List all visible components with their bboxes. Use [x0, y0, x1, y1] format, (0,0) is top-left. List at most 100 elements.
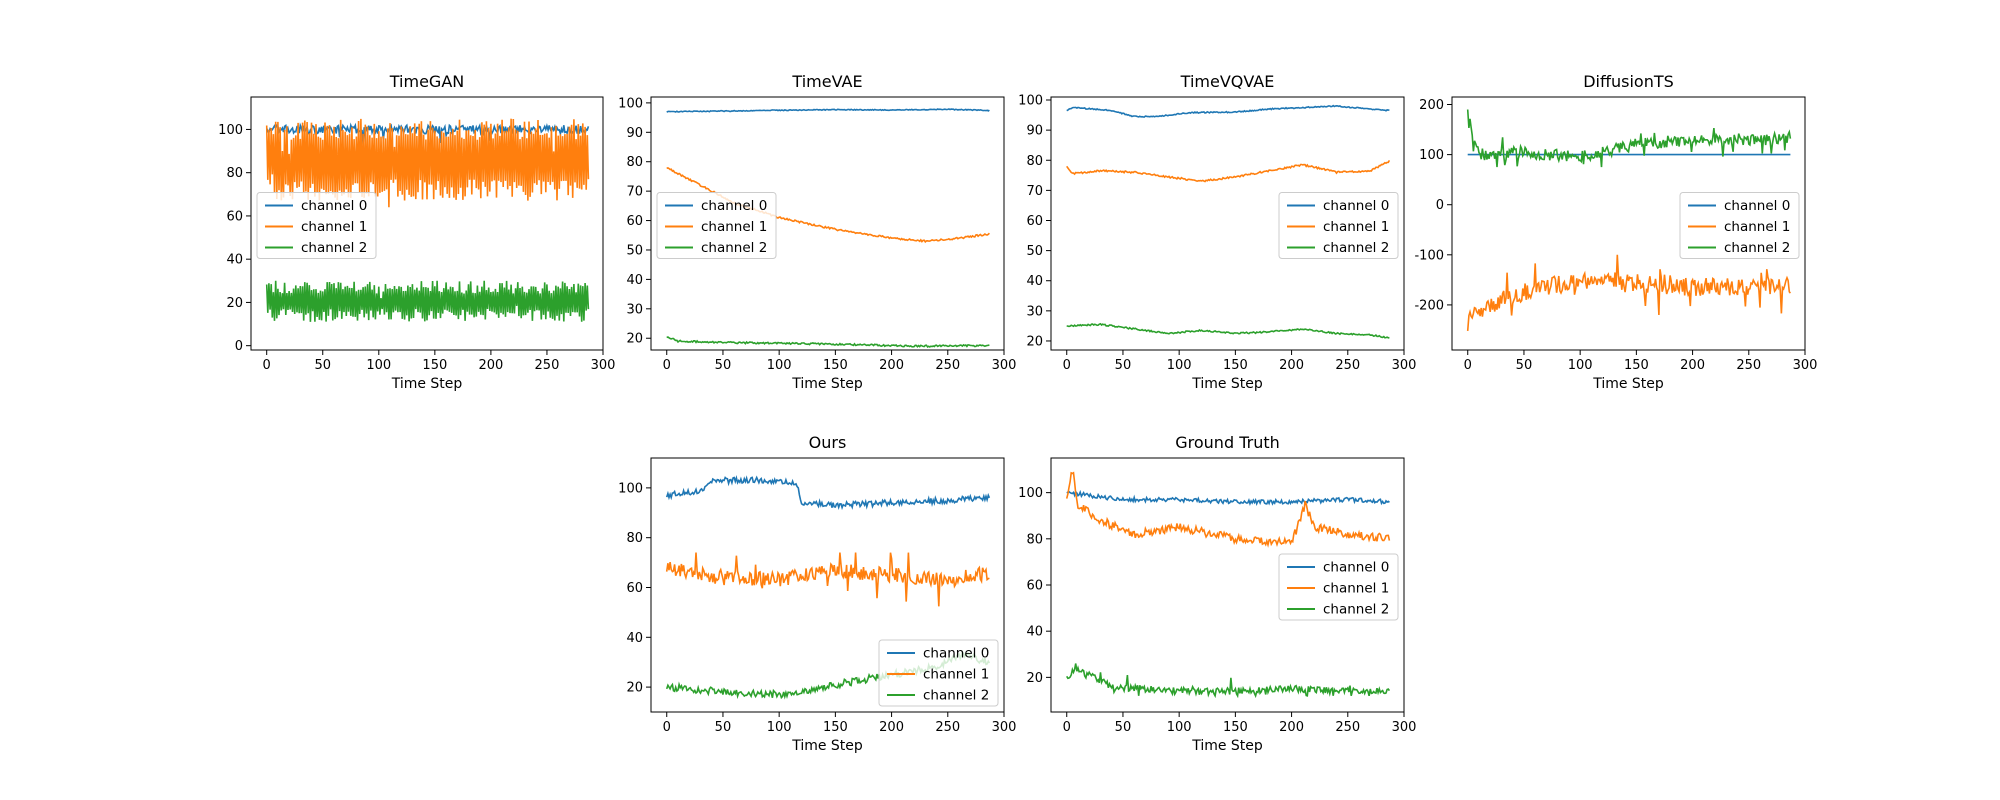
y-tick-label: 100 — [1419, 148, 1444, 163]
chart-panel-2: TimeVQVAE 0 50 100 150 200 250 300 20 30 40 50 60 70 8… — [1018, 72, 1416, 392]
x-tick-label: 300 — [591, 358, 616, 373]
chart-panel-4: Ours 0 50 100 150 200 250 300 20 40 60 80 100 Time St… — [618, 433, 1016, 754]
x-tick-label: 300 — [1392, 358, 1417, 373]
legend: channel 0 channel 1 channel 2 — [1679, 192, 1800, 259]
legend-label: channel 1 — [1323, 581, 1389, 597]
legend-label: channel 2 — [701, 240, 767, 256]
chart-title: Ours — [809, 433, 847, 452]
y-tick-label: 60 — [1026, 579, 1043, 594]
y-tick-label: 100 — [618, 481, 643, 496]
y-tick-label: 100 — [1018, 486, 1043, 501]
y-tick-label: 70 — [626, 185, 643, 200]
y-tick-label: 200 — [1419, 98, 1444, 113]
y-tick-label: 40 — [1026, 274, 1043, 289]
y-tick-label: 80 — [226, 166, 243, 181]
y-tick-label: 80 — [1026, 154, 1043, 169]
legend-label: channel 0 — [301, 198, 367, 214]
y-tick-label: 40 — [626, 631, 643, 646]
legend-box — [878, 639, 999, 707]
chart-title: TimeVAE — [791, 72, 862, 91]
y-tick-label: -100 — [1414, 248, 1444, 263]
y-tick-label: 0 — [1436, 198, 1444, 213]
x-tick-label: 200 — [1279, 358, 1304, 373]
chart-title: Ground Truth — [1175, 433, 1280, 452]
x-tick-label: 0 — [1063, 358, 1071, 373]
x-tick-label: 0 — [663, 720, 671, 735]
x-axis-label: Time Step — [791, 738, 863, 754]
x-tick-label: 100 — [1167, 358, 1192, 373]
series-line-channel-1 — [265, 118, 590, 208]
legend-box — [1679, 192, 1800, 259]
y-tick-label: 60 — [626, 581, 643, 596]
y-tick-label: 80 — [626, 531, 643, 546]
x-axis-label: Time Step — [1592, 376, 1664, 392]
y-tick-label: 60 — [226, 209, 243, 224]
legend-label: channel 1 — [301, 219, 367, 235]
x-tick-label: 100 — [1167, 720, 1192, 735]
x-tick-label: 150 — [1624, 358, 1649, 373]
chart-panel-3: DiffusionTS 0 50 100 150 200 250 300 -200 -100 0 10… — [1414, 72, 1817, 392]
x-tick-label: 300 — [992, 720, 1017, 735]
x-axis-label: Time Step — [791, 376, 863, 392]
series-line-channel-0 — [1066, 489, 1390, 507]
y-tick-label: 50 — [626, 243, 643, 258]
x-tick-label: 150 — [823, 358, 848, 373]
x-tick-label: 150 — [823, 720, 848, 735]
legend-label: channel 0 — [701, 198, 767, 214]
x-tick-label: 50 — [715, 358, 732, 373]
axes-frame — [650, 457, 1005, 713]
x-tick-label: 200 — [1680, 358, 1705, 373]
axes-frame — [1050, 96, 1405, 351]
x-tick-label: 0 — [263, 358, 271, 373]
y-tick-label: 30 — [1026, 304, 1043, 319]
y-tick-label: 60 — [1026, 214, 1043, 229]
x-tick-label: 0 — [663, 358, 671, 373]
x-tick-label: 50 — [1115, 720, 1132, 735]
x-axis-label: Time Step — [1191, 376, 1263, 392]
x-tick-label: 50 — [1516, 358, 1533, 373]
y-tick-label: 0 — [235, 339, 243, 354]
legend-label: channel 1 — [701, 219, 767, 235]
x-tick-label: 50 — [314, 358, 331, 373]
legend-label: channel 2 — [301, 240, 367, 256]
legend-label: channel 0 — [1323, 560, 1389, 576]
x-tick-label: 300 — [992, 358, 1017, 373]
legend-box — [256, 192, 377, 259]
y-tick-label: 70 — [1026, 184, 1043, 199]
x-tick-label: 250 — [1736, 358, 1761, 373]
legend-box — [656, 192, 777, 259]
axes-frame — [250, 96, 604, 351]
axes-frame — [650, 96, 1005, 351]
series-line-channel-2 — [1466, 109, 1792, 168]
legend-label: channel 2 — [1724, 240, 1790, 256]
x-tick-label: 0 — [1464, 358, 1472, 373]
series-line-channel-2 — [265, 280, 590, 322]
x-tick-label: 200 — [879, 358, 904, 373]
x-tick-label: 250 — [935, 720, 960, 735]
y-tick-label: 40 — [226, 253, 243, 268]
legend-label: channel 2 — [1323, 240, 1389, 256]
x-tick-label: 100 — [1568, 358, 1593, 373]
x-axis-label: Time Step — [391, 376, 463, 392]
series-line-channel-2 — [1066, 322, 1390, 339]
chart-title: TimeVQVAE — [1180, 72, 1275, 91]
legend: channel 0 channel 1 channel 2 — [878, 639, 999, 707]
x-tick-label: 300 — [1392, 720, 1417, 735]
series-line-channel-2 — [1066, 663, 1391, 699]
x-tick-label: 250 — [1335, 720, 1360, 735]
legend: channel 0 channel 1 channel 2 — [1278, 192, 1399, 259]
series-line-channel-2 — [666, 336, 990, 348]
legend-label: channel 0 — [1724, 198, 1790, 214]
legend-label: channel 0 — [1323, 198, 1389, 214]
y-tick-label: -200 — [1414, 298, 1444, 313]
y-tick-label: 60 — [626, 214, 643, 229]
x-tick-label: 200 — [478, 358, 503, 373]
series-line-channel-1 — [1066, 159, 1391, 183]
legend: channel 0 channel 1 channel 2 — [1278, 553, 1399, 621]
x-tick-label: 300 — [1793, 358, 1818, 373]
x-tick-label: 100 — [366, 358, 391, 373]
x-tick-label: 0 — [1063, 720, 1071, 735]
x-tick-label: 150 — [422, 358, 447, 373]
